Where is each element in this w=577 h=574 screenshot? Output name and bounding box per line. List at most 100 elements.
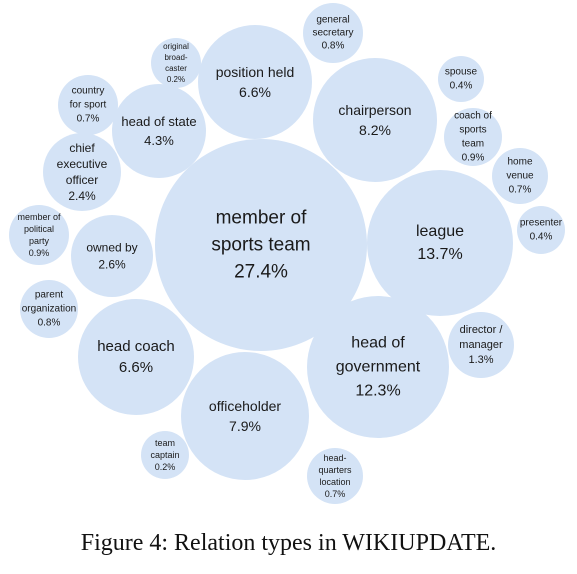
bubble-label: broad-: [164, 53, 187, 62]
bubble-value: 1.3%: [468, 354, 493, 366]
bubble-label: head-: [323, 453, 346, 463]
bubble: officeholder 7.9%: [181, 352, 309, 480]
bubble: member of sports team 27.4%: [155, 139, 367, 351]
bubble-value: 27.4%: [234, 262, 288, 283]
bubble-label: captain: [150, 450, 179, 460]
bubble-label: league: [416, 223, 464, 240]
bubble: country for sport 0.7%: [58, 75, 118, 135]
bubble-circle: [313, 58, 437, 182]
bubble: head of government 12.3%: [307, 296, 449, 438]
bubble-value: 0.2%: [167, 75, 185, 84]
bubble-circle: [517, 206, 565, 254]
bubble-label: for sport: [70, 100, 107, 111]
bubble-circle: [367, 170, 513, 316]
bubble: parent organization 0.8%: [20, 280, 78, 338]
bubble-value: 0.9%: [29, 248, 50, 258]
bubble: director / manager 1.3%: [448, 312, 514, 378]
bubble-value: 0.4%: [530, 232, 553, 243]
bubble-circle: [20, 280, 78, 338]
bubble-label: general: [316, 15, 349, 26]
bubble-value: 8.2%: [359, 122, 391, 138]
bubble: head coach 6.6%: [78, 299, 194, 415]
bubble-circle: [307, 296, 449, 438]
bubble-label: venue: [506, 171, 534, 182]
bubble-circle: [58, 75, 118, 135]
bubble-label: head of state: [121, 114, 196, 129]
bubble-label: home: [507, 157, 532, 168]
bubble: head of state 4.3%: [112, 84, 206, 178]
bubble-label: caster: [165, 64, 187, 73]
bubble-circle: [155, 139, 367, 351]
bubble-label: manager: [459, 339, 503, 351]
bubble-circle: [78, 299, 194, 415]
bubble-label: head of: [351, 335, 405, 352]
bubble: original broad-caster 0.2%: [151, 38, 201, 88]
bubble-value: 4.3%: [144, 133, 174, 148]
bubble-circle: [141, 431, 189, 479]
bubble-label: original: [163, 42, 189, 51]
bubble-value: 0.7%: [325, 489, 346, 499]
bubble-label: director /: [460, 324, 504, 336]
bubble-label: member of: [216, 208, 308, 229]
bubble: chief executive officer 2.4%: [43, 133, 121, 211]
bubble-label: party: [29, 236, 50, 246]
bubble-circle: [438, 56, 484, 102]
bubble-label: political: [24, 224, 54, 234]
bubble-value: 2.6%: [98, 258, 126, 272]
bubble: team captain 0.2%: [141, 431, 189, 479]
bubble-circle: [492, 148, 548, 204]
bubble-value: 0.4%: [450, 81, 473, 92]
bubble-label: position held: [216, 64, 295, 80]
bubble-value: 6.6%: [239, 84, 271, 100]
bubble-value: 2.4%: [68, 189, 96, 203]
bubble-circle: [151, 38, 201, 88]
bubble-label: sports: [459, 125, 486, 136]
bubble-label: spouse: [445, 67, 478, 78]
bubble-label: executive: [57, 157, 108, 171]
bubble-circle: [198, 25, 312, 139]
bubble-circle: [307, 448, 363, 504]
bubble-value: 0.8%: [38, 318, 61, 329]
bubble-label: member of: [17, 212, 61, 222]
bubble-circle: [444, 108, 502, 166]
bubble-label: chief: [69, 141, 95, 155]
bubble: general secretary 0.8%: [303, 3, 363, 63]
bubble-label: quarters: [318, 465, 352, 475]
bubble: position held 6.6%: [198, 25, 312, 139]
bubble-label: head coach: [97, 338, 175, 355]
bubble-circle: [303, 3, 363, 63]
bubble-circle: [71, 215, 153, 297]
bubble-label: officeholder: [209, 398, 281, 414]
bubble-value: 0.7%: [509, 185, 532, 196]
bubble: coach of sports team 0.9%: [444, 108, 502, 166]
bubble-value: 0.2%: [155, 462, 176, 472]
bubble-label: team: [155, 438, 175, 448]
bubble-value: 0.8%: [322, 41, 345, 52]
bubble-label: location: [319, 477, 350, 487]
bubble: presenter 0.4%: [517, 206, 565, 254]
bubble-value: 0.7%: [77, 114, 100, 125]
bubble-label: parent: [35, 290, 64, 301]
bubble-value: 13.7%: [417, 246, 462, 263]
bubble-label: secretary: [312, 28, 353, 39]
bubble-circle: [9, 205, 69, 265]
bubble: home venue 0.7%: [492, 148, 548, 204]
bubble: league 13.7%: [367, 170, 513, 316]
bubble: chairperson 8.2%: [313, 58, 437, 182]
figure-caption: Figure 4: Relation types in WIKIUPDATE.: [80, 530, 497, 556]
bubble: spouse 0.4%: [438, 56, 484, 102]
bubble-value: 12.3%: [355, 383, 400, 400]
bubble-label: presenter: [520, 218, 563, 229]
bubble-label: sports team: [211, 235, 310, 256]
bubble-circle: [112, 84, 206, 178]
bubble-value: 7.9%: [229, 418, 261, 434]
bubble-label: coach of: [454, 111, 492, 122]
bubble-circle: [448, 312, 514, 378]
bubble-label: government: [336, 359, 421, 376]
bubble-label: owned by: [86, 241, 137, 255]
bubble: head-quarters location 0.7%: [307, 448, 363, 504]
bubble-label: team: [462, 139, 484, 150]
bubble-circle: [43, 133, 121, 211]
bubble-circle: [181, 352, 309, 480]
bubble-chart: member of sports team 27.4% league 13.7% head…: [9, 3, 565, 504]
